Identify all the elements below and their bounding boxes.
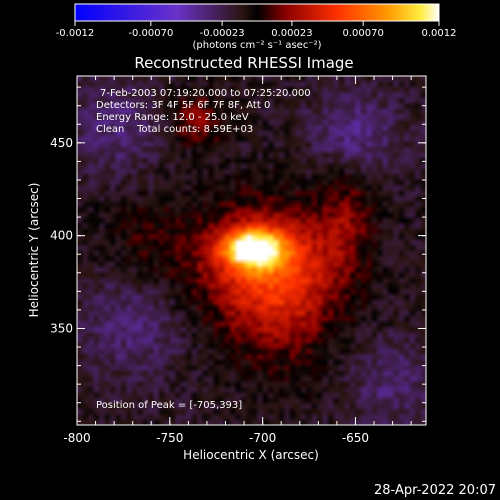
plot-frame xyxy=(76,75,427,426)
colorbar: -0.0012 -0.00070 -0.00023 0.00023 0.00070 0.0… xyxy=(56,3,457,51)
colorbar-tick-label: -0.00023 xyxy=(200,28,245,39)
info-block: 7-Feb-2003 07:19:20.000 to 07:25:20.000 … xyxy=(96,88,311,135)
info-line-time: 7-Feb-2003 07:19:20.000 to 07:25:20.000 xyxy=(100,88,311,99)
heatmap-raster xyxy=(77,76,426,425)
y-axis: 350 400 450 xyxy=(50,86,426,422)
colorbar-fill xyxy=(75,4,439,21)
x-tick-label: -800 xyxy=(63,431,90,445)
x-tick-label: -700 xyxy=(249,431,276,445)
colorbar-units: (photons cm⁻² s⁻¹ asec⁻²) xyxy=(192,40,321,51)
x-axis: -800 -750 -700 -650 xyxy=(63,76,412,445)
colorbar-tick-label: -0.0012 xyxy=(56,28,95,39)
timestamp: 28-Apr-2022 20:07 xyxy=(374,483,496,498)
y-tick-label: 400 xyxy=(50,229,73,243)
colorbar-tick-label: 0.00023 xyxy=(271,28,312,39)
colorbar-frame xyxy=(74,3,440,22)
colorbar-tick-label: 0.00070 xyxy=(342,28,383,39)
info-line-detectors: Detectors: 3F 4F 5F 6F 7F 8F, Att 0 xyxy=(96,100,270,111)
colorbar-ticks: -0.0012 -0.00070 -0.00023 0.00023 0.00070 0.0… xyxy=(56,21,457,39)
x-tick-label: -750 xyxy=(156,431,183,445)
colorbar-tick-label: 0.0012 xyxy=(422,28,457,39)
peak-position-label: Position of Peak = [-705,393] xyxy=(96,400,242,411)
colorbar-tick-label: -0.00070 xyxy=(128,28,173,39)
info-line-energy: Energy Range: 12.0 - 25.0 keV xyxy=(96,112,249,123)
x-axis-label: Heliocentric X (arcsec) xyxy=(183,448,319,462)
chart-title: Reconstructed RHESSI Image xyxy=(134,54,353,72)
x-tick-label: -650 xyxy=(342,431,369,445)
y-axis-label: Heliocentric Y (arcsec) xyxy=(27,183,41,318)
y-tick-label: 350 xyxy=(50,321,73,335)
y-tick-label: 450 xyxy=(50,136,73,150)
info-line-clean: Clean Total counts: 8.59E+03 xyxy=(96,124,253,135)
heatmap-image xyxy=(77,76,426,425)
